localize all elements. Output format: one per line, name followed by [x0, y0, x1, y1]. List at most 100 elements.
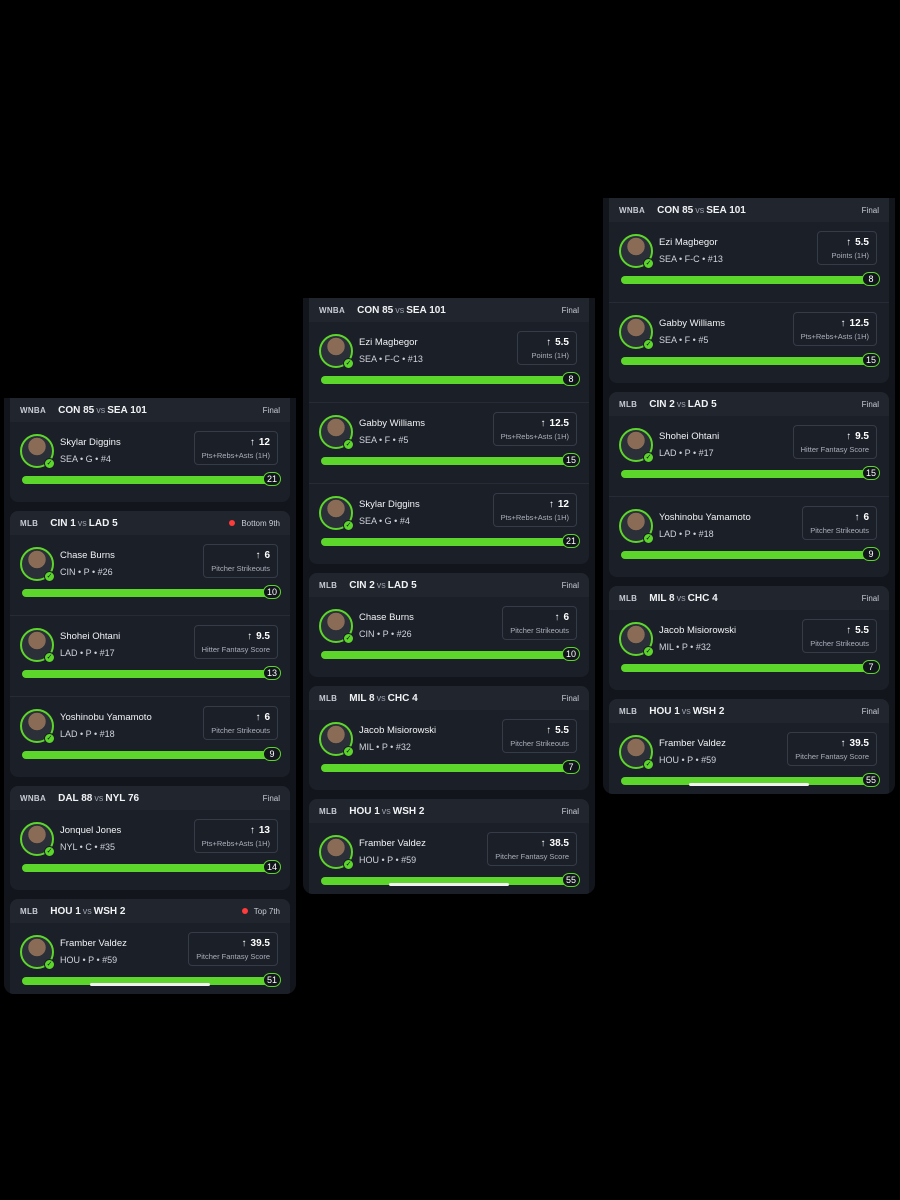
player-pick-row[interactable]: ✓ Yoshinobu Yamamoto LAD • P • #18 ↑ 6 Pitche… [609, 496, 889, 577]
stat-type: Pitcher Strikeouts [510, 626, 569, 635]
home-indicator[interactable] [689, 783, 809, 786]
projection-box: ↑ 9.5 Hitter Fantasy Score [193, 625, 278, 659]
player-pick-row[interactable]: ✓ Skylar Diggins SEA • G • #4 ↑ 12 Pts+Rebs+A… [10, 422, 290, 502]
matchup-score: MIL 8 vs CHC 4 [349, 693, 417, 704]
game-status: Final [862, 400, 879, 409]
league-badge: WNBA [20, 405, 47, 415]
player-info: HOU • P • #59 [359, 855, 417, 865]
arrow-up-icon: ↑ [247, 631, 253, 642]
actual-result: 8 [562, 372, 580, 386]
player-pick-row[interactable]: ✓ Framber Valdez HOU • P • #59 ↑ 39.5 Pitcher… [10, 923, 290, 994]
progress-bar: 55 [321, 873, 580, 887]
league-badge: WNBA [20, 793, 47, 803]
player-pick-row[interactable]: ✓ Gabby Williams SEA • F • #5 ↑ 12.5 Pts+Rebs… [309, 402, 589, 483]
projection-value: 9.5 [256, 631, 270, 642]
projection-box: ↑ 6 Pitcher Strikeouts [502, 606, 577, 640]
progress-bar: 15 [621, 353, 880, 367]
player-avatar: ✓ [619, 735, 654, 770]
away-team-score: NYL 76 [105, 792, 140, 804]
actual-result: 55 [861, 773, 880, 787]
player-pick-row[interactable]: ✓ Chase Burns CIN • P • #26 ↑ 6 Pitcher Strik… [309, 597, 589, 677]
progress-bar: 8 [621, 272, 880, 286]
game-card[interactable]: MLB MIL 8 vs CHC 4 Final ✓ Jacob Misiorowski MI… [309, 686, 589, 790]
game-card[interactable]: MLB CIN 1 vs LAD 5 Bottom 9th ✓ Chase Burns CIN… [10, 511, 290, 777]
player-pick-row[interactable]: ✓ Yoshinobu Yamamoto LAD • P • #18 ↑ 6 Pitche… [10, 696, 290, 777]
home-team-score: CIN 1 [50, 517, 76, 529]
game-card[interactable]: WNBA DAL 88 vs NYL 76 Final ✓ Jonquel Jones NYL… [10, 786, 290, 890]
player-pick-row[interactable]: ✓ Jonquel Jones NYL • C • #35 ↑ 13 Pts+Rebs+A… [10, 810, 290, 890]
player-avatar: ✓ [619, 315, 654, 350]
game-header: WNBA DAL 88 vs NYL 76 Final [10, 786, 290, 810]
game-card[interactable]: MLB MIL 8 vs CHC 4 Final ✓ Jacob Misiorowski MI… [609, 586, 889, 690]
player-info: MIL • P • #32 [359, 742, 411, 752]
game-card[interactable]: MLB HOU 1 vs WSH 2 Final ✓ Framber Valdez HOU •… [609, 699, 889, 794]
game-status: Final [562, 581, 579, 590]
game-card[interactable]: WNBA CON 85 vs SEA 101 Final ✓ Ezi Magbegor SEA… [609, 198, 889, 383]
player-pick-row[interactable]: ✓ Jacob Misiorowski MIL • P • #32 ↑ 5.5 Pitch… [309, 710, 589, 790]
player-avatar: ✓ [319, 415, 354, 450]
player-avatar: ✓ [20, 628, 55, 663]
arrow-up-icon: ↑ [854, 512, 860, 523]
vs-label: vs [96, 404, 106, 415]
player-pick-row[interactable]: ✓ Shohei Ohtani LAD • P • #17 ↑ 9.5 Hitter Fa… [10, 615, 290, 696]
projection-value: 12.5 [549, 418, 569, 429]
projection-box: ↑ 6 Pitcher Strikeouts [802, 506, 877, 540]
away-team-score: LAD 5 [88, 517, 118, 529]
arrow-up-icon: ↑ [255, 712, 261, 723]
matchup-score: CIN 2 vs LAD 5 [349, 580, 416, 591]
game-status: Final [862, 707, 879, 716]
progress-bar: 9 [621, 547, 880, 561]
player-pick-row[interactable]: ✓ Framber Valdez HOU • P • #59 ↑ 39.5 Pitcher… [609, 723, 889, 794]
progress-bar: 9 [22, 747, 281, 761]
player-pick-row[interactable]: ✓ Shohei Ohtani LAD • P • #17 ↑ 9.5 Hitter Fa… [609, 416, 889, 496]
game-status-text: Final [561, 806, 579, 816]
arrow-up-icon: ↑ [540, 838, 546, 849]
player-name: Skylar Diggins [60, 437, 121, 448]
stat-type: Hitter Fantasy Score [201, 645, 270, 654]
player-pick-row[interactable]: ✓ Gabby Williams SEA • F • #5 ↑ 12.5 Pts+Rebs… [609, 302, 889, 383]
projection-line: ↑ 6 [810, 512, 869, 523]
matchup-score: HOU 1 vs WSH 2 [349, 806, 424, 817]
player-pick-row[interactable]: ✓ Ezi Magbegor SEA • F-C • #13 ↑ 5.5 Points (… [609, 222, 889, 302]
home-indicator[interactable] [389, 883, 509, 886]
player-pick-row[interactable]: ✓ Jacob Misiorowski MIL • P • #32 ↑ 5.5 Pitch… [609, 610, 889, 690]
player-info: HOU • P • #59 [60, 955, 118, 965]
checkmark-icon: ✓ [44, 571, 55, 582]
projection-value: 5.5 [555, 337, 569, 348]
league-badge: MLB [619, 399, 638, 409]
projection-line: ↑ 12.5 [501, 418, 569, 429]
game-status: Final [862, 594, 879, 603]
matchup-score: CIN 2 vs LAD 5 [649, 399, 716, 410]
stat-type: Points (1H) [531, 351, 569, 360]
player-info: SEA • F • #5 [659, 335, 709, 345]
checkmark-icon: ✓ [643, 258, 654, 269]
game-card[interactable]: MLB CIN 2 vs LAD 5 Final ✓ Chase Burns CIN • P … [309, 573, 589, 677]
player-pick-row[interactable]: ✓ Chase Burns CIN • P • #26 ↑ 6 Pitcher Strik… [10, 535, 290, 615]
player-pick-row[interactable]: ✓ Skylar Diggins SEA • G • #4 ↑ 12 Pts+Rebs+A… [309, 483, 589, 564]
league-badge: MLB [319, 580, 338, 590]
game-card[interactable]: WNBA CON 85 vs SEA 101 Final ✓ Ezi Magbegor SEA… [309, 298, 589, 564]
player-name: Framber Valdez [60, 938, 127, 949]
game-card[interactable]: MLB HOU 1 vs WSH 2 Top 7th ✓ Framber Valdez HOU… [10, 899, 290, 994]
game-card[interactable]: MLB HOU 1 vs WSH 2 Final ✓ Framber Valdez HOU •… [309, 799, 589, 894]
actual-result: 21 [262, 472, 281, 486]
player-pick-row[interactable]: ✓ Ezi Magbegor SEA • F-C • #13 ↑ 5.5 Points (… [309, 322, 589, 402]
player-pick-row[interactable]: ✓ Framber Valdez HOU • P • #59 ↑ 38.5 Pitcher… [309, 823, 589, 894]
home-team-score: DAL 88 [58, 792, 93, 804]
player-info: LAD • P • #18 [659, 529, 714, 539]
vs-label: vs [376, 692, 386, 703]
game-card[interactable]: MLB CIN 2 vs LAD 5 Final ✓ Shohei Ohtani LAD • … [609, 392, 889, 577]
league-badge: MLB [619, 593, 638, 603]
screenshot-panel-middle: WNBA CON 85 vs SEA 101 Final ✓ Ezi Magbegor SEA… [303, 298, 595, 894]
arrow-up-icon: ↑ [255, 550, 261, 561]
game-status-text: Final [262, 793, 280, 803]
projection-box: ↑ 5.5 Pitcher Strikeouts [802, 619, 877, 653]
game-status-text: Final [561, 693, 579, 703]
home-team-score: HOU 1 [649, 705, 680, 717]
player-name: Jacob Misiorowski [359, 725, 437, 736]
projection-line: ↑ 5.5 [525, 337, 569, 348]
player-info: LAD • P • #17 [659, 448, 714, 458]
home-indicator[interactable] [90, 983, 210, 986]
game-card[interactable]: WNBA CON 85 vs SEA 101 Final ✓ Skylar Diggins S… [10, 398, 290, 502]
home-team-score: HOU 1 [349, 805, 380, 817]
